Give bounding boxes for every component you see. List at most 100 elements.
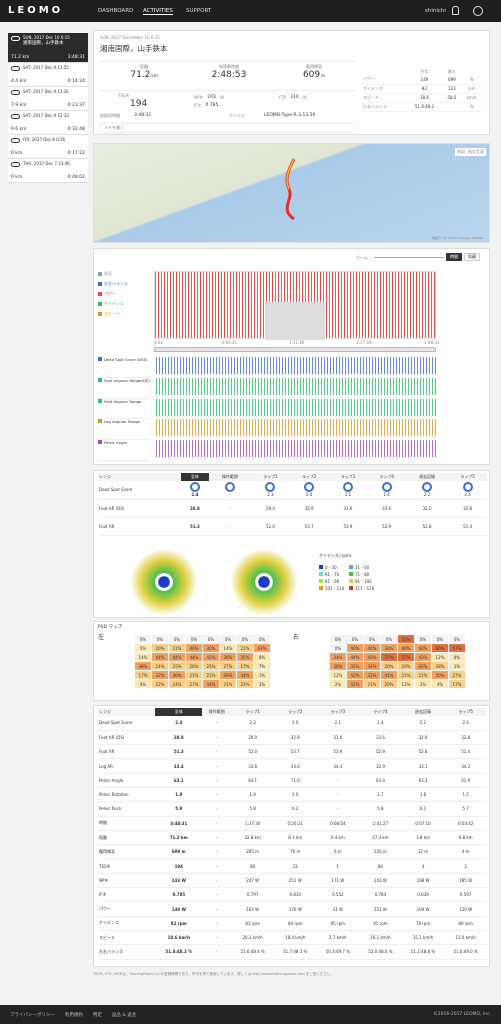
- legend-item[interactable]: パワー: [98, 289, 150, 299]
- logo[interactable]: LEOMO: [8, 5, 64, 16]
- foot-scatter: [129, 549, 199, 615]
- footer-link[interactable]: 利用規約: [64, 1013, 83, 1018]
- max-value: 699: [448, 76, 456, 82]
- cell-value: 12 m: [417, 849, 429, 855]
- activity-card[interactable]: SAT, 2017 Dec 9 13:26 7.9 km 0:23:37: [8, 87, 88, 111]
- activity-card[interactable]: SAT, 2017 Dec 9 13:55 4.4 km 0:14:24: [8, 63, 88, 87]
- psd-cell: 0%: [363, 634, 381, 644]
- psd-cell: 0%: [448, 634, 466, 644]
- cell-value: 71.2 km: [169, 835, 188, 841]
- psd-cell: 0%: [414, 634, 432, 644]
- cell-value: 2.3: [267, 492, 274, 498]
- cell-value: 51.2:48.8 %: [410, 949, 436, 955]
- legend-item[interactable]: 左右バランス: [98, 279, 150, 289]
- activity-date: THU, 2017 Dec 7 23:46: [23, 161, 70, 166]
- checkbox: [98, 398, 102, 403]
- row-label: 距離: [99, 834, 107, 840]
- nav-link[interactable]: ACTIVITIES: [143, 8, 173, 15]
- avg-value: 18.6: [420, 95, 429, 100]
- cell-value: 251 W: [288, 877, 302, 883]
- cell: -: [202, 930, 231, 944]
- psd-cell: 35%: [236, 652, 254, 662]
- axis-button[interactable]: 距離: [464, 253, 480, 261]
- cell-value: 63.3: [418, 777, 428, 783]
- legend-label: Pelvic Angle: [104, 440, 127, 446]
- psd-cell: 44%: [168, 652, 186, 662]
- zoom-slider[interactable]: [374, 257, 444, 258]
- legend-item[interactable]: Pelvic Angle: [98, 440, 150, 461]
- route-map[interactable]: 地図 航空写真 地図データ ©2017 Google, ZENRIN: [93, 143, 490, 243]
- activity-card[interactable]: THU, 2017 Dec 7 23:46 0 km 0:48:02: [8, 159, 88, 183]
- legend-label: 0 - 30: [325, 565, 337, 570]
- user-name[interactable]: shinichi: [425, 8, 446, 14]
- psd-cell: 26%: [380, 661, 398, 671]
- legend-item[interactable]: Foot Angular Range: [98, 398, 150, 420]
- lap-table: レンジ 全体 操作範囲 ラップ1 ラップ2 ラップ3 ラップ4 過去記録 ラップ5 Dead Sp…: [98, 708, 487, 960]
- nav-link[interactable]: DASHBOARD: [98, 8, 134, 14]
- psd-cell: 34%: [329, 652, 347, 662]
- legend-item[interactable]: スピード: [98, 309, 150, 319]
- cell-value: 52.0:48.0 %: [368, 949, 393, 955]
- bike-icon: [11, 36, 20, 41]
- motion-chart: [154, 398, 436, 417]
- cell-value: 2.2: [419, 720, 427, 726]
- legend-item[interactable]: Foot Angular Range(DS): [98, 377, 150, 399]
- legend-item[interactable]: Dead Spot Score (DSS): [98, 357, 150, 378]
- cell: -: [202, 716, 231, 730]
- metric-legend: 標高 左右バランス パワー ケイデンス スピード: [98, 269, 150, 319]
- max-value: 123: [448, 86, 456, 91]
- legend-item[interactable]: ケイデンス: [98, 299, 150, 309]
- cell: 1.8: [402, 787, 445, 801]
- cell: 185 W: [444, 873, 487, 887]
- cell-value: 2.4: [175, 720, 183, 726]
- cell-value: 52.0: [248, 749, 258, 755]
- cell: 4: [402, 859, 445, 873]
- bell-icon[interactable]: [452, 6, 459, 15]
- footer-link[interactable]: 返品 & 返金: [111, 1013, 137, 1018]
- cell-value: 51.7:48.3 %: [283, 949, 308, 955]
- data-row: NP® 243 W - 247 W 251 W 171 W 243 W 198 W 185 W: [98, 873, 487, 888]
- avatar-icon[interactable]: [473, 6, 483, 16]
- memo-input[interactable]: メモを書く: [100, 123, 355, 133]
- legend-item[interactable]: Leg Angular Range: [98, 419, 150, 441]
- row-label: ケイデンス: [99, 920, 119, 926]
- activity-card[interactable]: FRI, 2017 Dec 8 0:36 0 km 0:17:22: [8, 135, 88, 159]
- psd-title: PSD マップ: [98, 625, 122, 630]
- cell-value: 120 W: [459, 906, 473, 912]
- activity-stats: 71.2 km 3:48:31: [11, 55, 85, 60]
- cell-value: 1.5: [462, 792, 469, 798]
- header-cell: ラップ5: [458, 709, 473, 714]
- psd-cell: 0%: [329, 634, 347, 644]
- cell: 1.9: [231, 787, 274, 801]
- cell-value: -: [216, 792, 218, 798]
- activity-card[interactable]: SUN, 2017 Dec 10 6:15 湘南国際，山手鉄本 71.2 km 3:4…: [8, 33, 88, 63]
- range-selector[interactable]: [154, 347, 436, 352]
- map-button[interactable]: 地図: [455, 148, 467, 156]
- map-button[interactable]: 航空写真: [466, 148, 486, 156]
- cell: 2.0: [274, 716, 317, 730]
- legend-item[interactable]: 標高: [98, 269, 150, 279]
- psd-cell: 30%: [168, 670, 186, 680]
- cell: 62.4: [359, 773, 402, 787]
- cell: 33.6: [367, 499, 406, 517]
- cell-value: 1:41:27: [372, 820, 389, 826]
- data-row: 時間 3:48:31 - 1:37:30 0:26:21 0:08:54 1:41:27 0:…: [98, 816, 487, 831]
- max-value: 58.5: [447, 95, 457, 100]
- activity-card[interactable]: SAT, 2017 Dec 9 12:33 9.6 km 0:32:48: [8, 111, 88, 135]
- cell-value: 22: [292, 863, 298, 869]
- psd-cell: 42%: [202, 652, 220, 662]
- stat-number: 310: [290, 95, 299, 100]
- cell-value: -: [229, 523, 231, 529]
- psd-cell: 0%: [219, 634, 237, 644]
- cell-value: 78 rpm: [415, 920, 431, 926]
- footer-link[interactable]: プライバシーポリシー: [10, 1013, 55, 1018]
- legend-label: 81 - 90: [325, 579, 340, 584]
- checkbox: [98, 272, 102, 276]
- axis-button[interactable]: 時間: [446, 253, 462, 261]
- footer-link[interactable]: 特定: [92, 1013, 102, 1018]
- nav-link[interactable]: SUPPORT: [186, 8, 212, 14]
- stat: 獲得標高 609m: [274, 64, 354, 90]
- cell-value: 2: [464, 863, 467, 869]
- cell-value: 33.4: [173, 763, 184, 769]
- cell-value: 5.7: [462, 806, 469, 812]
